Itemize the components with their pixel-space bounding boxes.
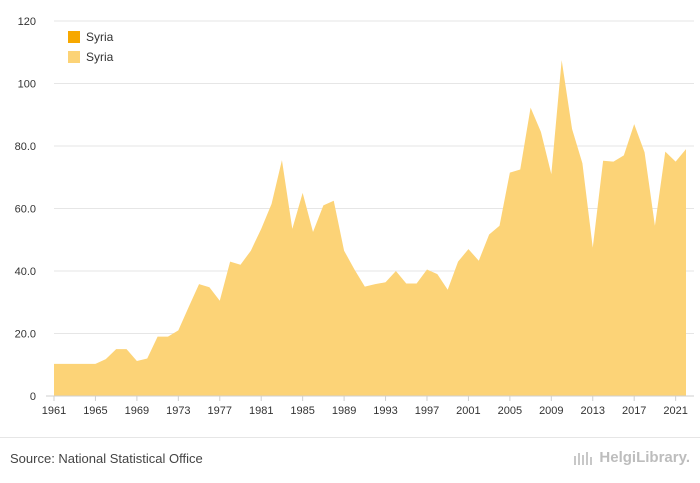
library-icon xyxy=(574,451,593,465)
source-note: Source: National Statistical Office xyxy=(10,451,203,466)
x-tick-label: 2005 xyxy=(498,405,522,417)
brand-logo[interactable]: HelgiLibrary. xyxy=(573,449,690,466)
x-tick-label: 2009 xyxy=(539,405,563,417)
footer-divider xyxy=(0,437,700,438)
x-tick-label: 1961 xyxy=(42,405,66,417)
y-tick-label: 40.0 xyxy=(15,266,36,278)
y-tick-label: 20.0 xyxy=(15,329,36,341)
x-tick-label: 2021 xyxy=(663,405,687,417)
x-tick-label: 1977 xyxy=(208,405,232,417)
x-tick-label: 1965 xyxy=(83,405,107,417)
legend-swatch-light xyxy=(68,51,80,63)
y-tick-label: 80.0 xyxy=(15,141,36,153)
axes: 0 20.0 40.0 60.0 80.0 100 120 1961 1965 1969 1973 1… xyxy=(15,16,694,417)
legend-item-syria-light[interactable]: Syria xyxy=(68,47,113,67)
legend: Syria Syria xyxy=(68,27,113,67)
gridlines xyxy=(54,20,694,397)
x-tick-label: 2017 xyxy=(622,405,646,417)
x-tick-label: 1985 xyxy=(290,405,314,417)
x-tick-label: 1993 xyxy=(373,405,397,417)
y-tick-label: 0 xyxy=(30,391,36,403)
legend-label: Syria xyxy=(86,30,114,44)
legend-swatch-dark xyxy=(68,31,80,43)
x-tick-label: 2013 xyxy=(581,405,605,417)
legend-item-syria-dark[interactable]: Syria xyxy=(68,27,113,47)
series-areas xyxy=(53,60,687,396)
y-tick-label: 120 xyxy=(18,16,36,28)
y-tick-label: 60.0 xyxy=(15,204,36,216)
y-tick-label: 100 xyxy=(18,79,36,91)
x-tick-label: 2001 xyxy=(456,405,480,417)
area-chart: 0 20.0 40.0 60.0 80.0 100 120 1961 1965 1969 1973 1… xyxy=(15,16,694,417)
series-area-1[interactable] xyxy=(54,60,686,396)
x-tick-label: 1973 xyxy=(166,405,190,417)
x-tick-label: 1989 xyxy=(332,405,356,417)
x-tick-label: 1997 xyxy=(415,405,439,417)
brand-name: HelgiLibrary. xyxy=(599,449,690,466)
legend-label: Syria xyxy=(86,50,114,64)
x-tick-label: 1981 xyxy=(249,405,273,417)
x-tick-label: 1969 xyxy=(125,405,149,417)
